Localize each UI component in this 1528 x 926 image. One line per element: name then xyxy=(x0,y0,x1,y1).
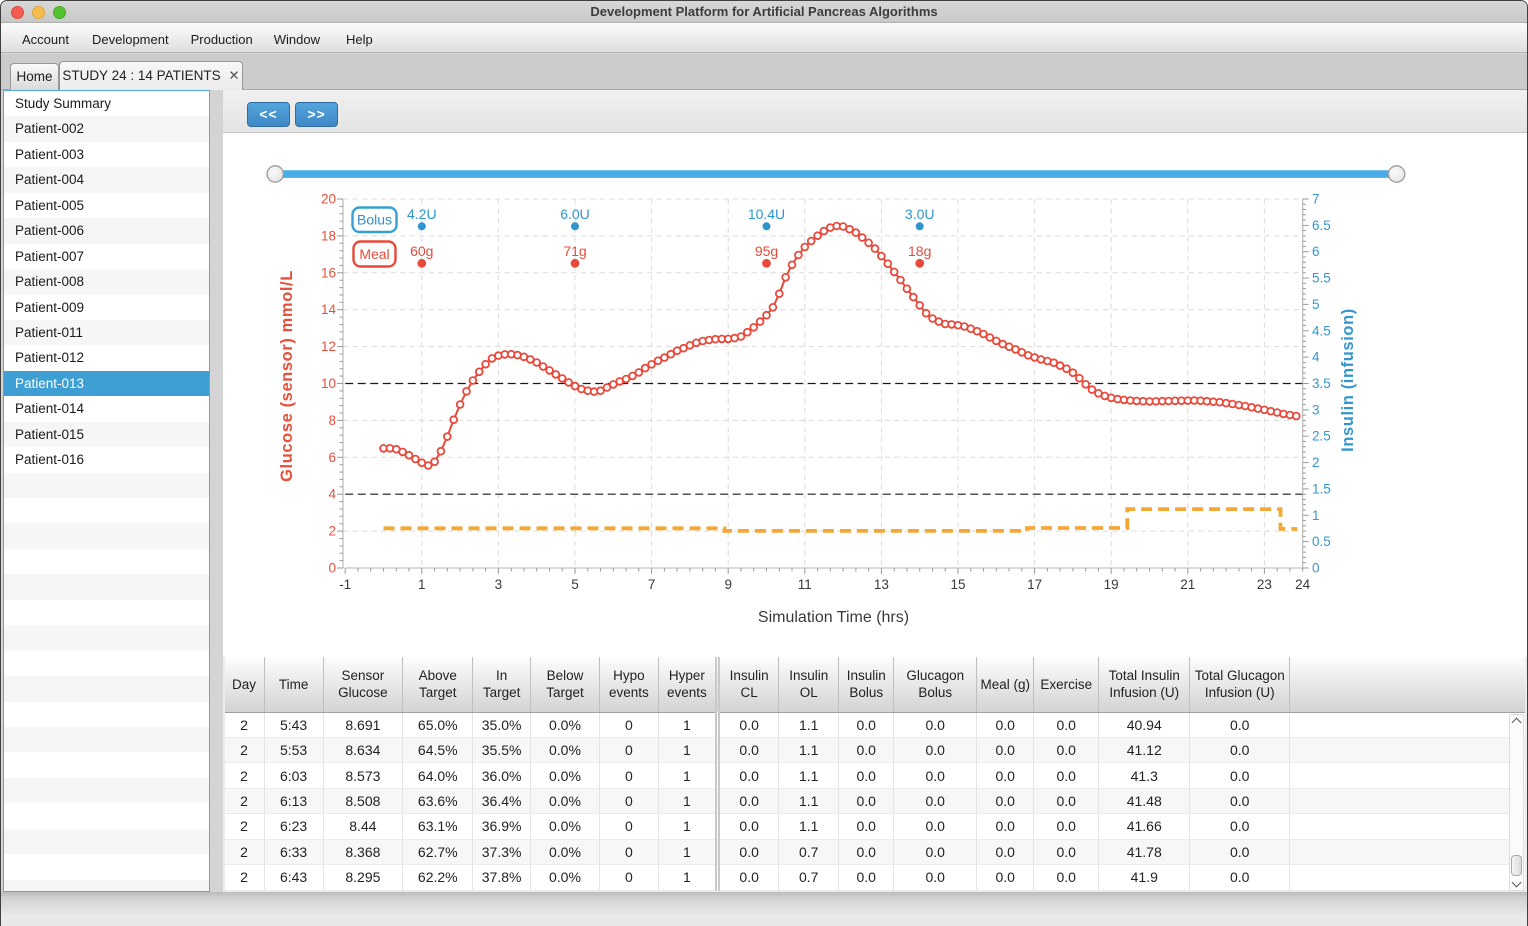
svg-text:Bolus: Bolus xyxy=(357,212,392,228)
svg-text:7: 7 xyxy=(1312,192,1320,207)
svg-text:71g: 71g xyxy=(563,243,586,259)
svg-text:8: 8 xyxy=(328,413,336,428)
svg-text:15: 15 xyxy=(950,577,965,592)
svg-text:0: 0 xyxy=(328,561,336,576)
svg-text:10.4U: 10.4U xyxy=(748,206,785,222)
svg-text:3: 3 xyxy=(1312,402,1320,417)
svg-text:10: 10 xyxy=(321,376,336,391)
svg-text:60g: 60g xyxy=(410,243,433,259)
svg-text:Insulin (infusion): Insulin (infusion) xyxy=(1339,308,1357,452)
svg-text:9: 9 xyxy=(724,577,732,592)
svg-text:4.2U: 4.2U xyxy=(407,206,437,222)
svg-text:6: 6 xyxy=(328,450,336,465)
svg-text:4: 4 xyxy=(1312,350,1320,365)
svg-text:11: 11 xyxy=(798,577,812,592)
svg-text:4.5: 4.5 xyxy=(1312,323,1331,338)
svg-text:12: 12 xyxy=(321,339,336,354)
svg-text:2: 2 xyxy=(328,524,336,539)
svg-text:6: 6 xyxy=(1312,244,1320,259)
svg-text:6.5: 6.5 xyxy=(1312,218,1331,233)
svg-text:1: 1 xyxy=(418,577,426,592)
svg-text:3: 3 xyxy=(495,577,503,592)
svg-text:24: 24 xyxy=(1295,577,1311,592)
svg-text:2: 2 xyxy=(1312,455,1320,470)
svg-text:5: 5 xyxy=(571,577,579,592)
svg-text:17: 17 xyxy=(1027,577,1042,592)
svg-text:19: 19 xyxy=(1104,577,1119,592)
svg-text:1.5: 1.5 xyxy=(1312,481,1331,496)
svg-text:1: 1 xyxy=(1312,508,1320,523)
svg-text:14: 14 xyxy=(321,302,337,317)
svg-text:95g: 95g xyxy=(755,243,778,259)
svg-text:Glucose (sensor) mmol/L: Glucose (sensor) mmol/L xyxy=(278,270,296,482)
svg-text:18: 18 xyxy=(321,228,336,243)
svg-text:5: 5 xyxy=(1312,297,1320,312)
svg-text:0.5: 0.5 xyxy=(1312,534,1331,549)
svg-text:21: 21 xyxy=(1180,577,1195,592)
svg-text:3.0U: 3.0U xyxy=(905,206,935,222)
svg-text:4: 4 xyxy=(328,487,336,502)
svg-text:13: 13 xyxy=(874,577,889,592)
svg-text:20: 20 xyxy=(321,192,336,207)
svg-text:23: 23 xyxy=(1257,577,1272,592)
svg-text:Meal: Meal xyxy=(359,246,389,262)
svg-text:18g: 18g xyxy=(908,243,931,259)
svg-text:16: 16 xyxy=(321,265,336,280)
svg-text:2.5: 2.5 xyxy=(1312,429,1331,444)
svg-text:-1: -1 xyxy=(339,577,351,592)
svg-text:6.0U: 6.0U xyxy=(560,206,590,222)
svg-text:7: 7 xyxy=(648,577,656,592)
svg-text:5.5: 5.5 xyxy=(1312,271,1331,286)
svg-text:0: 0 xyxy=(1312,561,1320,576)
svg-text:3.5: 3.5 xyxy=(1312,376,1331,391)
svg-text:Simulation Time (hrs): Simulation Time (hrs) xyxy=(758,609,909,626)
